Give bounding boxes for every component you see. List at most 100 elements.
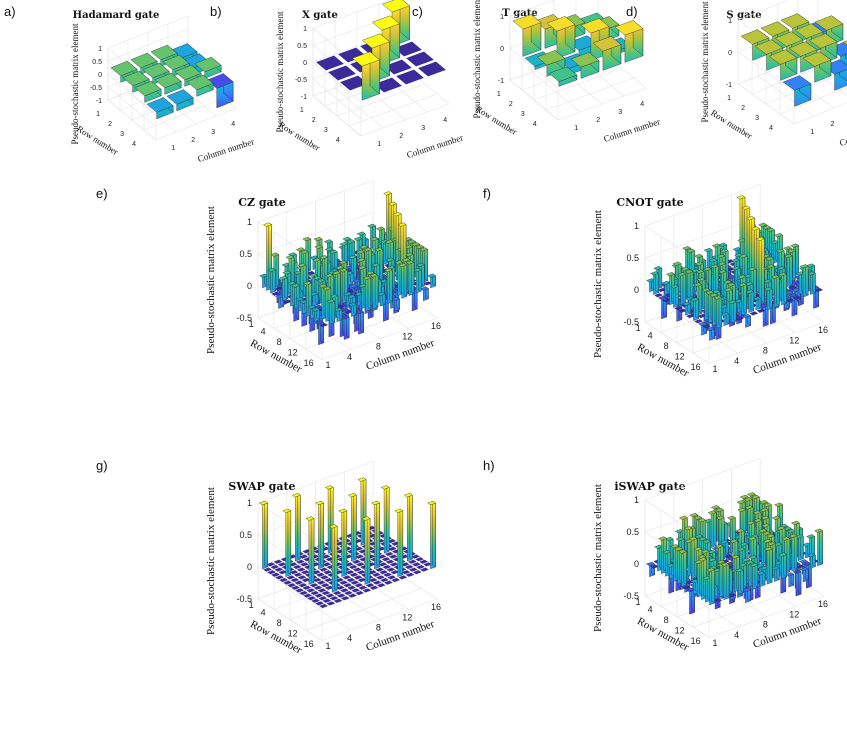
floor-gridline: [321, 317, 438, 360]
bar-r3-c2: [661, 280, 671, 295]
bar-r16-c16: [814, 528, 824, 567]
z-tick-label: 0.5: [626, 527, 639, 537]
row-tick-label: 16: [691, 636, 701, 646]
bar-r3-c2: [154, 72, 182, 95]
bar-r2-c1: [328, 65, 356, 81]
bar-r1-c1: [316, 55, 344, 71]
col-tick-label: 4: [734, 630, 739, 640]
col-tick-label: 1: [325, 641, 330, 651]
floor-gridline: [793, 102, 847, 125]
bar-r4-c3: [396, 69, 424, 85]
bar-r8-c9: [344, 562, 354, 567]
bar-r13-c5: [336, 585, 345, 590]
bar-r4-c2: [802, 51, 832, 83]
row-tick-label: 1: [96, 111, 100, 118]
col-tick-label: 1: [712, 638, 717, 648]
z-tick-label: -0.5: [90, 85, 102, 92]
floor-gridline: [336, 83, 426, 117]
bar-r8-c1: [674, 306, 683, 311]
z-tick-label: 0: [247, 281, 252, 291]
row-tick-label: 4: [648, 331, 653, 341]
z-tick-label: 1: [247, 217, 252, 227]
bar-r2-c3: [277, 562, 287, 567]
bar-r1-c2: [266, 562, 276, 567]
z-tick-label: 1: [98, 46, 102, 53]
bar-r2-c3: [372, 15, 400, 65]
bar-r4-c1: [658, 295, 668, 320]
bar-r16-c2: [713, 295, 723, 329]
row-tick-label: 8: [277, 618, 282, 628]
bar-r16-c2: [326, 299, 336, 325]
col-tick-label: 16: [818, 325, 828, 335]
bar-r3-c2: [274, 567, 284, 572]
panel-letter: a): [4, 4, 16, 19]
bar-r12-c14: [783, 253, 793, 287]
row-axis-label: Row number: [709, 108, 754, 141]
col-tick-label: 8: [376, 623, 381, 633]
bar-r10-c14: [388, 554, 398, 559]
z-tick-label: 0: [634, 559, 639, 569]
row-tick-label: 1: [300, 107, 304, 114]
bar-r9-c1: [678, 549, 688, 587]
row-axis-label: Row number: [474, 104, 519, 137]
floor-gridline: [305, 588, 422, 631]
chart-title: CZ gate: [238, 196, 286, 209]
col-tick-label: 4: [443, 117, 447, 124]
bar-r6-c3: [293, 572, 303, 577]
bar-r14-c9: [755, 236, 765, 306]
bar-r2-c1: [650, 271, 660, 295]
panel-letter: f): [483, 186, 491, 201]
z-tick-label: -0.5: [623, 317, 639, 327]
z-tick-label: 1: [500, 14, 504, 21]
bar-r16-c8: [369, 585, 379, 590]
col-tick-label: 3: [618, 109, 622, 116]
col-axis-label: Column number: [405, 132, 464, 160]
col-tick-label: 12: [789, 335, 799, 345]
chart-title: CNOT gate: [616, 196, 683, 209]
floor-gridline: [533, 67, 623, 101]
row-tick-label: 12: [288, 628, 298, 638]
bar-r13-c7: [350, 580, 360, 585]
bar-r4-c4: [292, 564, 302, 570]
bar-r7-c3: [297, 262, 307, 299]
bar-r16-c14: [799, 264, 809, 298]
bar-r13-c1: [694, 319, 703, 324]
z-axis-label: Pseudo-stochastic matrix element: [205, 487, 217, 635]
bar-r4-c2: [374, 77, 402, 93]
bar-r7-c1: [283, 580, 292, 585]
bar-r12-c6: [339, 580, 348, 585]
bar-r13-c3: [321, 590, 331, 596]
col-tick-label: 1: [810, 129, 814, 136]
bar-r12-c8: [353, 575, 363, 580]
bar-r12-c11: [375, 567, 384, 572]
floor-gridline: [708, 321, 825, 364]
z-tick-label: 0: [98, 72, 102, 79]
floor-gridline: [348, 93, 438, 127]
bar-r4-c4: [206, 73, 234, 109]
row-tick-label: 4: [769, 125, 773, 132]
bar-r9-c1: [291, 585, 300, 590]
col-tick-label: 1: [377, 141, 381, 148]
row-tick-label: 8: [664, 341, 669, 351]
bar-r16-c6: [742, 313, 752, 328]
bar-r16-c8: [369, 273, 379, 309]
col-tick-label: 16: [431, 321, 441, 331]
bar-r14-c1: [311, 307, 321, 322]
row-tick-label: 4: [261, 608, 266, 618]
bar-r16-c15: [420, 567, 429, 572]
bar-r16-c9: [763, 546, 773, 585]
bar-r16-c1: [319, 322, 328, 328]
bar-r15-c8: [365, 583, 375, 588]
floor-gridline: [692, 585, 809, 628]
z-tick-label: 1: [634, 495, 639, 505]
bar-r8-c1: [287, 583, 296, 588]
z-axis-label: Pseudo-stochastic matrix element: [70, 23, 80, 144]
bar-r16-c3: [333, 598, 343, 603]
row-tick-label: 12: [288, 347, 298, 357]
bar-r12-c12: [382, 564, 392, 570]
col-tick-label: 8: [376, 342, 381, 352]
bar-r16-c6: [742, 587, 752, 604]
chart-title: X gate: [302, 10, 338, 21]
